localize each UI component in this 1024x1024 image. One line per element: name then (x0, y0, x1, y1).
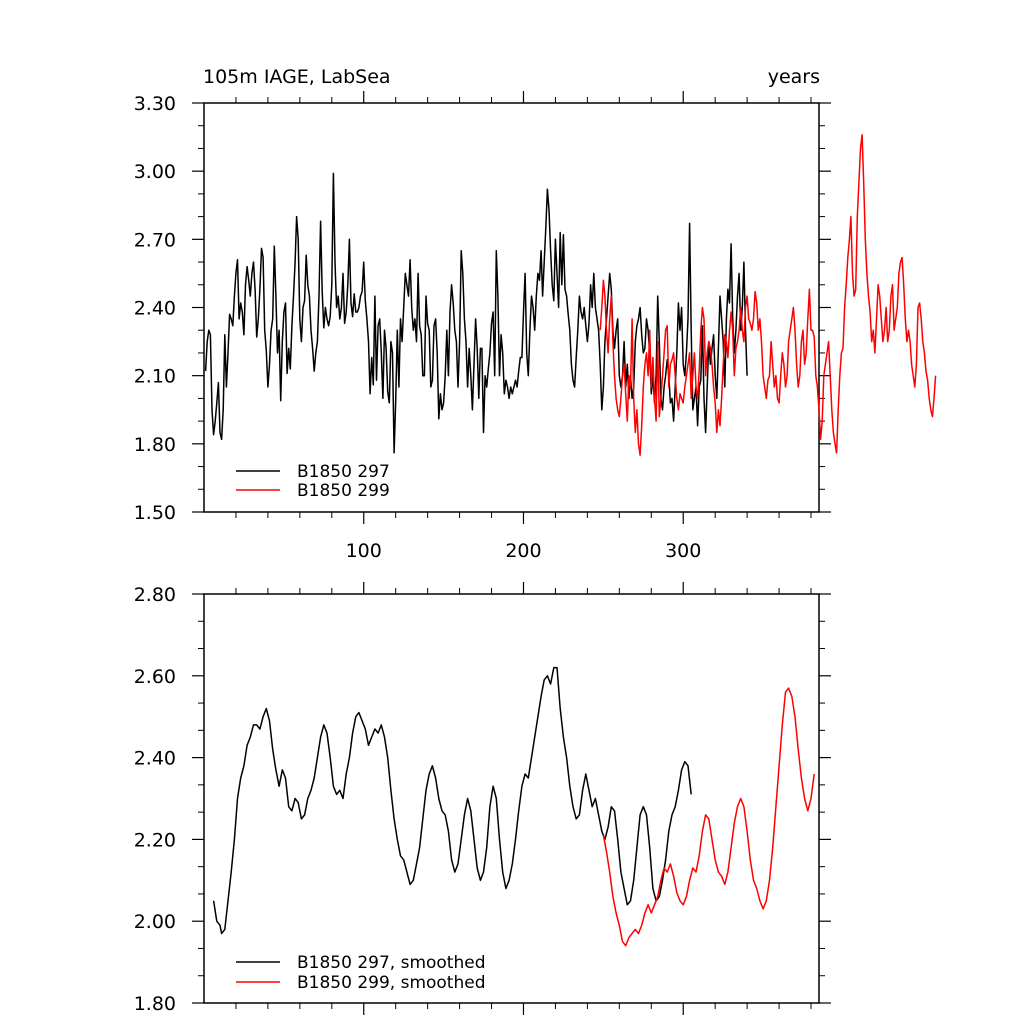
top-ytick-label: 3.00 (134, 161, 176, 183)
top-legend: B1850 297 B1850 299 (236, 462, 390, 501)
top-ytick-label: 2.70 (134, 229, 176, 251)
top-title-right: years (768, 66, 820, 88)
bottom-legend-label-299: B1850 299, smoothed (297, 973, 486, 993)
top-series-group (204, 134, 937, 456)
top-ytick-label: 2.40 (134, 298, 176, 320)
top-ytick-label: 3.30 (134, 93, 176, 115)
bottom-legend-label-297: B1850 297, smoothed (297, 953, 486, 973)
bottom-series-group (212, 666, 815, 947)
bottom-ytick-label: 2.80 (134, 584, 176, 606)
bottom-ytick-label: 2.40 (134, 748, 176, 770)
bottom-series-line-0 (212, 666, 692, 935)
top-series-line-1 (599, 134, 937, 456)
bottom-ytick-label: 2.60 (134, 666, 176, 688)
top-ytick-label: 2.10 (134, 366, 176, 388)
top-axes-ticks: 1.50 1.80 2.10 2.40 2.70 3.00 3.30 100 200 300 (134, 91, 831, 562)
top-xtick-label: 200 (505, 540, 541, 562)
bottom-ytick-label: 1.80 (134, 993, 176, 1015)
bottom-axes-ticks: 1.80 2.00 2.20 2.40 2.60 2.80 (134, 582, 831, 1015)
top-legend-label-297: B1850 297 (297, 462, 390, 482)
top-series-line-0 (204, 172, 748, 454)
top-xtick-label: 100 (346, 540, 382, 562)
top-ytick-label: 1.80 (134, 434, 176, 456)
bottom-series-line-1 (602, 687, 815, 947)
top-title: 105m IAGE, LabSea (203, 66, 391, 88)
bottom-plot-frame (203, 593, 820, 1004)
bottom-legend: B1850 297, smoothed B1850 299, smoothed (236, 953, 486, 993)
bottom-ytick-label: 2.00 (134, 911, 176, 933)
top-xtick-label: 300 (665, 540, 701, 562)
top-ytick-label: 1.50 (134, 502, 176, 524)
bottom-ytick-label: 2.20 (134, 829, 176, 851)
bottom-panel: 1.80 2.00 2.20 2.40 2.60 2.80 B1850 297, smoo… (134, 582, 831, 1015)
top-legend-label-299: B1850 299 (297, 481, 390, 501)
top-panel: 105m IAGE, LabSea years 1.50 1.80 2.10 2.40… (134, 66, 937, 562)
